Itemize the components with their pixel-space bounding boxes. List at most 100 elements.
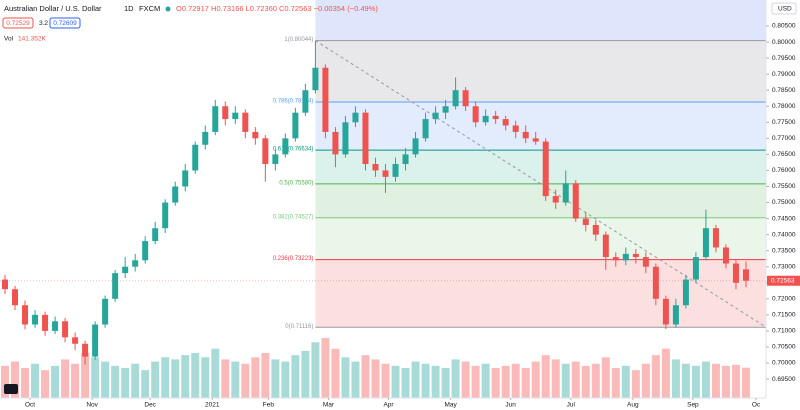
currency[interactable]: USD	[778, 6, 792, 13]
candle-body	[452, 90, 459, 107]
candle-body	[132, 260, 139, 267]
x-tick-label: Aug	[627, 402, 639, 409]
candle-body	[512, 125, 519, 132]
candle-body	[322, 67, 329, 132]
candle-body	[72, 337, 79, 344]
candle-body	[82, 343, 89, 357]
fib-band	[315, 40, 766, 102]
candle-body	[92, 324, 99, 357]
volume-bar	[471, 365, 480, 398]
fib-extension-band	[315, 0, 766, 41]
volume-bar	[171, 359, 180, 398]
candle-body	[402, 154, 409, 165]
y-tick-label: 0.79000	[772, 71, 796, 78]
y-tick-label: 0.74000	[772, 231, 796, 238]
spread: 3.2	[39, 20, 48, 27]
volume-bar	[391, 365, 400, 398]
last-price-box	[767, 275, 800, 286]
candle-body	[532, 138, 539, 142]
candle-body	[342, 122, 349, 155]
candle-body	[272, 154, 279, 165]
candle-body	[502, 119, 509, 126]
candle-body	[302, 90, 309, 113]
status-dot	[165, 6, 171, 12]
volume-bar	[601, 357, 610, 398]
ask[interactable]: 0.72609	[53, 20, 77, 27]
volume-bar	[401, 368, 410, 398]
candle-body	[152, 228, 159, 242]
candle-body	[732, 263, 739, 283]
candle-body	[582, 218, 589, 225]
candle-body	[702, 228, 709, 258]
candle-body	[122, 266, 129, 274]
volume-bar	[311, 342, 320, 398]
volume-bar	[651, 355, 660, 398]
volume-bar	[491, 368, 500, 398]
volume-bar	[621, 365, 630, 398]
candle-body	[42, 314, 49, 331]
y-tick-label: 0.76000	[772, 167, 796, 174]
volume-bar	[181, 355, 190, 398]
trend-line	[315, 40, 767, 328]
candle-body	[172, 186, 179, 203]
candle-body	[312, 67, 319, 91]
volume-bar	[111, 365, 120, 398]
y-tick-label: 0.70500	[772, 344, 796, 351]
candle-body	[722, 247, 729, 264]
y-tick-label: 0.77000	[772, 135, 796, 142]
volume-bar	[11, 361, 20, 398]
volume-bar	[641, 363, 650, 398]
candle-body	[642, 257, 649, 267]
y-tick-label: 0.71500	[772, 312, 796, 319]
candle-body	[392, 164, 399, 177]
volume-bar	[671, 359, 680, 398]
tv-logo	[4, 384, 18, 394]
fib-label: 0.786(0.78134)	[273, 99, 314, 105]
x-tick-label: Oc	[752, 402, 761, 409]
volume-bar	[431, 365, 440, 398]
bid[interactable]: 0.72529	[6, 20, 30, 27]
volume-bar	[51, 365, 60, 398]
y-tick-label: 0.78500	[772, 87, 796, 94]
y-tick-label: 0.73500	[772, 247, 796, 254]
volume-bar	[571, 361, 580, 398]
candle-body	[652, 266, 659, 299]
volume-bar	[131, 363, 140, 398]
volume-label: Vol	[4, 36, 14, 43]
volume-bar	[71, 363, 80, 398]
candle-body	[102, 298, 109, 325]
x-tick-label: Oct	[25, 402, 35, 409]
candle-body	[32, 314, 39, 325]
y-tick-label: 0.79500	[772, 55, 796, 62]
volume-bar	[451, 359, 460, 398]
volume-bar	[291, 355, 300, 398]
volume-bar	[221, 359, 230, 398]
candle-body	[712, 228, 719, 248]
candle-body	[372, 164, 379, 171]
volume-bar	[81, 353, 90, 398]
y-tick-label: 0.75000	[772, 199, 796, 206]
fib-label: 0.236(0.73223)	[273, 256, 314, 262]
x-tick-label: Apr	[383, 402, 394, 409]
y-tick-label: 0.73000	[772, 263, 796, 270]
fib-band	[315, 259, 766, 328]
y-tick-label: 0.80500	[772, 23, 796, 30]
volume-bar	[201, 357, 210, 398]
candle-body	[362, 112, 369, 165]
y-tick-label: 0.72000	[772, 296, 796, 303]
bid-box[interactable]	[2, 17, 34, 29]
candle-body	[462, 90, 469, 107]
fib-label: 1(0.80044)	[284, 37, 313, 43]
volume-bar	[31, 363, 40, 398]
x-tick-label: Jul	[567, 402, 576, 409]
candle-body	[542, 141, 549, 197]
candle-body	[182, 170, 189, 187]
candle-body	[432, 112, 439, 120]
candle-body	[682, 279, 689, 306]
volume-bar	[21, 368, 30, 398]
candle-body	[562, 183, 569, 203]
volume-bar	[121, 368, 130, 398]
currency-button[interactable]	[771, 2, 797, 15]
ask-box[interactable]	[49, 17, 81, 29]
